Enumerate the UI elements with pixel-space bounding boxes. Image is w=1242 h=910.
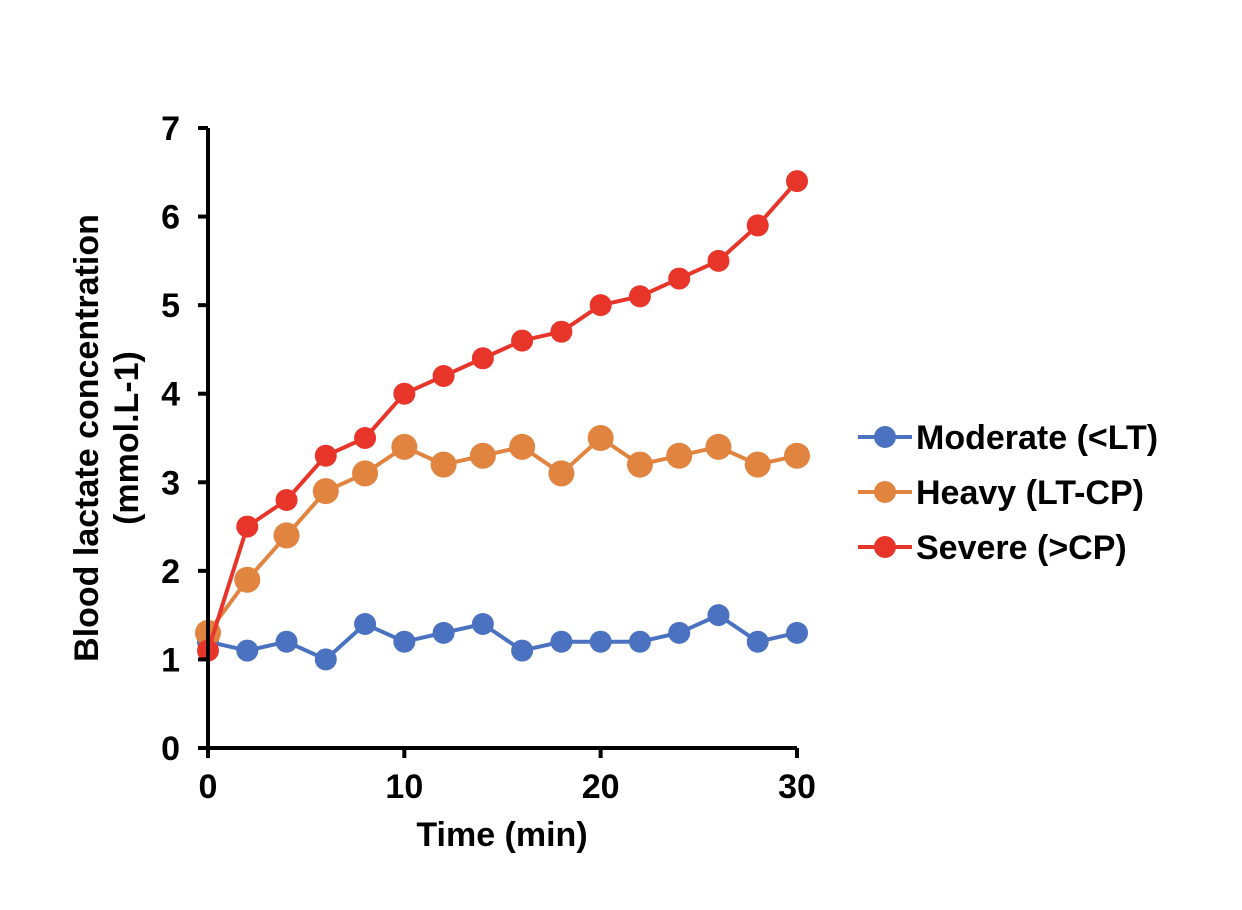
y-tick-label: 6 [161, 199, 180, 237]
y-axis-title-line2: (mmol.L-1) [108, 351, 146, 525]
plot-series [195, 170, 810, 671]
legend: Moderate (<LT) Heavy (LT-CP) Severe (>CP) [858, 419, 1158, 567]
data-point [626, 451, 653, 478]
legend-item: Moderate (<LT) [858, 419, 1158, 457]
data-point [746, 214, 769, 237]
data-point [550, 320, 573, 343]
series-line [207, 613, 798, 662]
x-tick-label: 20 [582, 768, 620, 806]
legend-marker-icon [874, 426, 896, 448]
data-point [354, 613, 377, 635]
x-tick-label: 0 [199, 768, 218, 806]
y-tick-label: 5 [161, 287, 180, 325]
y-axis-title: Blood lactate concentration (mmol.L-1) [68, 214, 146, 662]
data-point [744, 451, 771, 478]
data-point [784, 442, 810, 469]
data-point [668, 621, 691, 644]
data-point [707, 249, 730, 272]
y-tick-label: 0 [161, 730, 180, 768]
x-axis-title: Time (min) [416, 816, 587, 854]
data-point [393, 630, 416, 653]
data-point [511, 329, 534, 352]
series-moderate [197, 604, 808, 671]
legend-item: Severe (>CP) [858, 529, 1127, 567]
data-point [432, 621, 455, 644]
data-point [628, 285, 651, 308]
data-point [587, 425, 614, 451]
data-point [786, 170, 808, 193]
data-point [275, 489, 298, 511]
data-point [705, 433, 732, 460]
data-point [471, 613, 494, 635]
data-point [314, 648, 337, 671]
data-point [312, 478, 339, 505]
y-tick-label: 2 [161, 553, 180, 591]
data-point [548, 460, 575, 487]
y-tick-label: 4 [161, 376, 180, 414]
axes: 0 1 2 3 4 5 6 7 0 10 20 30 [161, 110, 816, 806]
data-point [275, 630, 298, 653]
legend-marker-icon [874, 536, 896, 558]
data-point [432, 365, 455, 387]
y-tick-label: 7 [161, 110, 180, 148]
data-point [354, 427, 377, 449]
data-point [746, 630, 769, 653]
x-ticks: 0 10 20 30 [199, 748, 816, 806]
data-point [236, 515, 259, 538]
y-tick-label: 1 [161, 641, 180, 679]
data-point [707, 604, 730, 627]
x-tick-label: 10 [385, 768, 423, 806]
data-point [550, 630, 573, 653]
data-point [509, 433, 536, 460]
data-point [511, 639, 534, 662]
x-tick-label: 30 [778, 768, 816, 806]
series-line [206, 179, 799, 652]
y-ticks: 0 1 2 3 4 5 6 7 [161, 110, 208, 768]
data-point [236, 639, 259, 662]
data-point [786, 621, 808, 644]
data-point [589, 294, 612, 317]
legend-label: Severe (>CP) [916, 529, 1127, 567]
series-severe [197, 170, 808, 662]
legend-label: Heavy (LT-CP) [916, 474, 1144, 512]
series-heavy [195, 425, 810, 646]
data-point [273, 522, 300, 549]
legend-marker-icon [874, 481, 896, 503]
data-point [589, 630, 612, 653]
data-point [471, 347, 494, 370]
y-tick-label: 3 [161, 464, 180, 502]
data-point [234, 566, 261, 593]
series-line [206, 436, 798, 635]
data-point [391, 433, 418, 460]
data-point [352, 460, 379, 487]
legend-label: Moderate (<LT) [916, 419, 1158, 457]
data-point [628, 630, 651, 653]
data-point [314, 444, 337, 467]
data-point [393, 382, 416, 405]
data-point [469, 442, 496, 469]
data-point [668, 267, 691, 290]
y-axis-title-line1: Blood lactate concentration [68, 214, 106, 662]
legend-item: Heavy (LT-CP) [858, 474, 1144, 512]
data-point [430, 451, 457, 478]
data-point [666, 442, 693, 469]
